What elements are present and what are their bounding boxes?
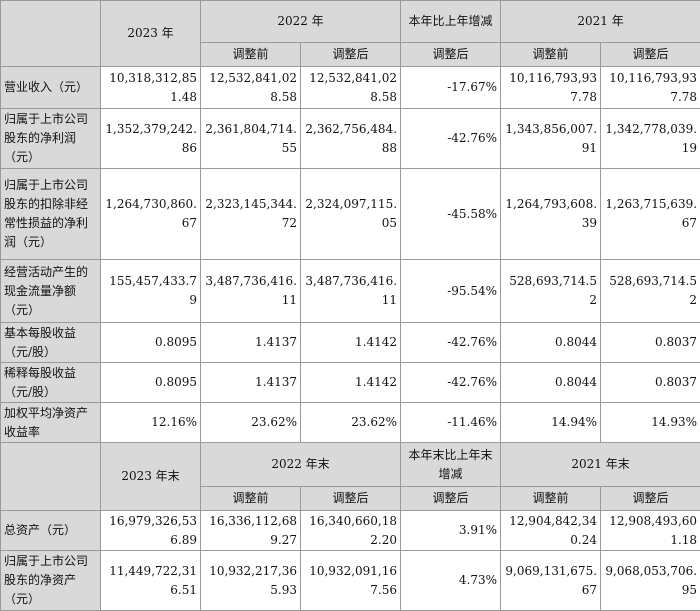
cell-2021-after: 0.8037: [601, 363, 700, 403]
header-year-2022: 2022 年: [201, 1, 401, 43]
cell-2023: 0.8095: [101, 323, 201, 363]
cell-2022-after: 2,324,097,115.05: [301, 169, 401, 260]
cell-2022-before: 3,487,736,416.11: [201, 260, 301, 323]
cell-2022-before: 23.62%: [201, 403, 301, 443]
header-empty-cell: [1, 443, 101, 511]
header-row: 2023 年末 2022 年末 本年末比上年末增减 2021 年末: [1, 443, 700, 487]
cell-2022-before: 12,532,841,028.58: [201, 67, 301, 109]
cell-2022-before: 2,361,804,714.55: [201, 109, 301, 169]
cell-2021-after: 9,068,053,706.95: [601, 551, 700, 611]
row-label: 归属于上市公司股东的扣除非经常性损益的净利润（元）: [1, 169, 101, 260]
cell-2023: 1,264,730,860.67: [101, 169, 201, 260]
cell-2021-before: 12,904,842,340.24: [501, 511, 601, 551]
cell-2022-after: 1.4142: [301, 363, 401, 403]
cell-2022-after: 23.62%: [301, 403, 401, 443]
header-year-2021: 2021 年: [501, 1, 700, 43]
row-label: 总资产（元）: [1, 511, 101, 551]
header-change-end: 本年末比上年末增减: [401, 443, 501, 487]
cell-change: -42.76%: [401, 323, 501, 363]
cell-2021-before: 0.8044: [501, 363, 601, 403]
header-2022-after: 调整后: [301, 487, 401, 511]
cell-2021-after: 1,263,715,639.67: [601, 169, 700, 260]
header-change-after: 调整后: [401, 43, 501, 67]
cell-2023: 16,979,326,536.89: [101, 511, 201, 551]
cell-2022-before: 1.4137: [201, 323, 301, 363]
row-label: 加权平均净资产收益率: [1, 403, 101, 443]
cell-2022-after: 3,487,736,416.11: [301, 260, 401, 323]
header-2021-after: 调整后: [601, 43, 700, 67]
header-year-2023: 2023 年: [101, 1, 201, 67]
table-row: 经营活动产生的现金流量净额（元） 155,457,433.79 3,487,73…: [1, 260, 700, 323]
table-row: 加权平均净资产收益率 12.16% 23.62% 23.62% -11.46% …: [1, 403, 700, 443]
cell-2023: 0.8095: [101, 363, 201, 403]
cell-change: -95.54%: [401, 260, 501, 323]
row-label: 稀释每股收益（元/股）: [1, 363, 101, 403]
cell-2021-before: 1,343,856,007.91: [501, 109, 601, 169]
table-row: 归属于上市公司股东的扣除非经常性损益的净利润（元） 1,264,730,860.…: [1, 169, 700, 260]
table-row: 营业收入（元） 10,318,312,851.48 12,532,841,028…: [1, 67, 700, 109]
cell-2022-after: 10,932,091,167.56: [301, 551, 401, 611]
cell-2021-before: 0.8044: [501, 323, 601, 363]
cell-2021-before: 10,116,793,937.78: [501, 67, 601, 109]
header-row: 2023 年 2022 年 本年比上年增减 2021 年: [1, 1, 700, 43]
cell-change: 3.91%: [401, 511, 501, 551]
header-empty-cell: [1, 1, 101, 67]
table-row: 稀释每股收益（元/股） 0.8095 1.4137 1.4142 -42.76%…: [1, 363, 700, 403]
cell-2022-before: 10,932,217,365.93: [201, 551, 301, 611]
cell-2022-before: 16,336,112,689.27: [201, 511, 301, 551]
cell-change: -11.46%: [401, 403, 501, 443]
header-2021-before: 调整前: [501, 43, 601, 67]
table-row: 归属于上市公司股东的净资产（元） 11,449,722,316.51 10,93…: [1, 551, 700, 611]
header-2022-before: 调整前: [201, 487, 301, 511]
cell-2021-before: 1,264,793,608.39: [501, 169, 601, 260]
header-2022-before: 调整前: [201, 43, 301, 67]
header-2022-after: 调整后: [301, 43, 401, 67]
cell-2021-after: 528,693,714.52: [601, 260, 700, 323]
cell-2021-after: 10,116,793,937.78: [601, 67, 700, 109]
cell-2023: 10,318,312,851.48: [101, 67, 201, 109]
cell-2022-after: 2,362,756,484.88: [301, 109, 401, 169]
cell-2023: 11,449,722,316.51: [101, 551, 201, 611]
cell-2023: 1,352,379,242.86: [101, 109, 201, 169]
row-label: 归属于上市公司股东的净资产（元）: [1, 551, 101, 611]
row-label: 营业收入（元）: [1, 67, 101, 109]
cell-change: 4.73%: [401, 551, 501, 611]
cell-2023: 12.16%: [101, 403, 201, 443]
header-2021-after: 调整后: [601, 487, 700, 511]
row-label: 基本每股收益（元/股）: [1, 323, 101, 363]
cell-change: -42.76%: [401, 363, 501, 403]
cell-2021-after: 14.93%: [601, 403, 700, 443]
cell-2021-after: 12,908,493,601.18: [601, 511, 700, 551]
cell-change: -45.58%: [401, 169, 501, 260]
cell-change: -42.76%: [401, 109, 501, 169]
header-year-2023-end: 2023 年末: [101, 443, 201, 511]
cell-2021-after: 0.8037: [601, 323, 700, 363]
row-label: 归属于上市公司股东的净利润（元）: [1, 109, 101, 169]
header-change-after: 调整后: [401, 487, 501, 511]
table-row: 总资产（元） 16,979,326,536.89 16,336,112,689.…: [1, 511, 700, 551]
cell-2022-after: 1.4142: [301, 323, 401, 363]
cell-2021-before: 14.94%: [501, 403, 601, 443]
table-row: 基本每股收益（元/股） 0.8095 1.4137 1.4142 -42.76%…: [1, 323, 700, 363]
header-year-2022-end: 2022 年末: [201, 443, 401, 487]
cell-2022-before: 2,323,145,344.72: [201, 169, 301, 260]
cell-change: -17.67%: [401, 67, 501, 109]
row-label: 经营活动产生的现金流量净额（元）: [1, 260, 101, 323]
header-year-2021-end: 2021 年末: [501, 443, 700, 487]
header-change: 本年比上年增减: [401, 1, 501, 43]
cell-2022-after: 16,340,660,182.20: [301, 511, 401, 551]
cell-2023: 155,457,433.79: [101, 260, 201, 323]
cell-2022-before: 1.4137: [201, 363, 301, 403]
cell-2021-after: 1,342,778,039.19: [601, 109, 700, 169]
header-2021-before: 调整前: [501, 487, 601, 511]
cell-2021-before: 9,069,131,675.67: [501, 551, 601, 611]
cell-2022-after: 12,532,841,028.58: [301, 67, 401, 109]
table-row: 归属于上市公司股东的净利润（元） 1,352,379,242.86 2,361,…: [1, 109, 700, 169]
cell-2021-before: 528,693,714.52: [501, 260, 601, 323]
